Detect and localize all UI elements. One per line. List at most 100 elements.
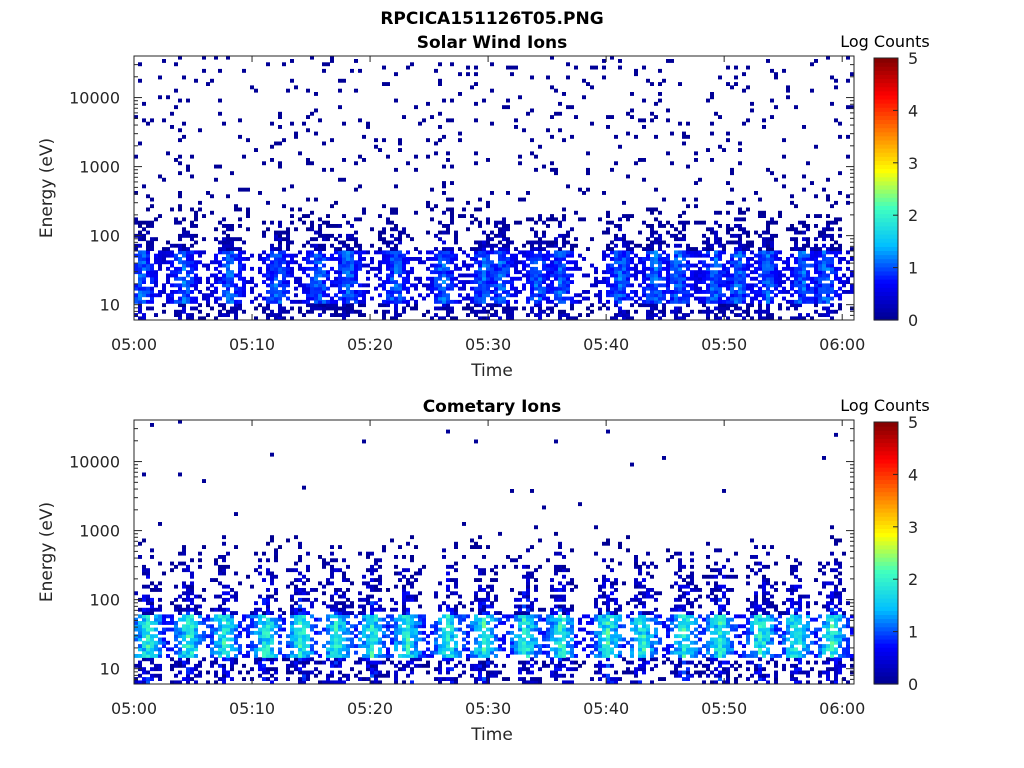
heatmap-cell (674, 293, 678, 298)
heatmap-cell (778, 290, 782, 294)
heatmap-cell (474, 240, 478, 245)
heatmap-cell (286, 296, 290, 301)
heatmap-cell (314, 253, 318, 258)
heatmap-cell (778, 273, 782, 278)
heatmap-cell (450, 210, 454, 215)
heatmap-cell (146, 260, 150, 265)
heatmap-cell (218, 164, 222, 169)
heatmap-cell (622, 266, 626, 271)
heatmap-cell (414, 647, 418, 652)
heatmap-cell (426, 634, 430, 639)
heatmap-cell (714, 263, 718, 268)
heatmap-cell (186, 564, 190, 569)
heatmap-cell (494, 263, 498, 268)
heatmap-cell (682, 316, 686, 321)
heatmap-cell (350, 303, 354, 308)
heatmap-cell (626, 250, 630, 255)
heatmap-cell (354, 634, 358, 639)
heatmap-cell (222, 617, 226, 622)
heatmap-cell (442, 98, 446, 103)
heatmap-cell (814, 260, 818, 265)
heatmap-cell (646, 283, 650, 288)
heatmap-cell (798, 266, 802, 271)
heatmap-cell (714, 280, 718, 284)
heatmap-cell (198, 260, 202, 265)
heatmap-cell (306, 597, 310, 602)
heatmap-cell (650, 316, 654, 321)
heatmap-cell (414, 578, 418, 582)
heatmap-cell (346, 257, 350, 261)
heatmap-cell (402, 584, 406, 589)
heatmap-cell (766, 266, 770, 271)
heatmap-cell (622, 290, 626, 294)
heatmap-cell (526, 313, 530, 317)
heatmap-cell (742, 286, 746, 291)
heatmap-cell (134, 283, 138, 288)
heatmap-cell (326, 581, 330, 586)
heatmap-cell (306, 660, 310, 665)
heatmap-cell (658, 98, 662, 103)
heatmap-cell (334, 303, 338, 308)
heatmap-cell (290, 59, 294, 63)
heatmap-cell (838, 280, 842, 284)
heatmap-cell (194, 306, 198, 311)
heatmap-cell (350, 283, 354, 288)
heatmap-cell (378, 293, 382, 298)
heatmap-cell (170, 207, 174, 212)
heatmap-cell (342, 591, 346, 596)
heatmap-cell (150, 581, 154, 586)
heatmap-cell (466, 273, 470, 278)
heatmap-cell (830, 263, 834, 268)
heatmap-cell (378, 237, 382, 242)
heatmap-cell (330, 167, 334, 172)
heatmap-cell (790, 237, 794, 242)
heatmap-cell (222, 650, 226, 655)
heatmap-cell (258, 660, 262, 665)
heatmap-cell (538, 316, 542, 321)
heatmap-cell (742, 230, 746, 235)
heatmap-cell (378, 564, 382, 569)
heatmap-cell (242, 627, 246, 632)
heatmap-cell (410, 237, 414, 242)
heatmap-cell (278, 299, 282, 304)
heatmap-cell (338, 594, 342, 599)
heatmap-cell (534, 233, 538, 238)
heatmap-cell (362, 677, 366, 681)
heatmap-cell (378, 604, 382, 609)
heatmap-cell (162, 614, 166, 619)
heatmap-cell (298, 604, 302, 609)
heatmap-cell (774, 177, 778, 182)
heatmap-cell (538, 257, 542, 261)
heatmap-cell (402, 667, 406, 672)
heatmap-cell (738, 253, 742, 258)
heatmap-cell (222, 677, 226, 681)
heatmap-cell (190, 237, 194, 242)
heatmap-cell (154, 588, 158, 592)
heatmap-cell (738, 224, 742, 228)
heatmap-cell (306, 637, 310, 642)
heatmap-cell (618, 217, 622, 222)
heatmap-cell (386, 650, 390, 655)
heatmap-cell (314, 276, 318, 281)
heatmap-cell (294, 85, 298, 90)
heatmap-cell (270, 250, 274, 255)
heatmap-cell (782, 273, 786, 278)
heatmap-cell (634, 68, 638, 73)
heatmap-cell (570, 280, 574, 284)
heatmap-cell (166, 240, 170, 245)
heatmap-cell (706, 266, 710, 271)
heatmap-cell (266, 667, 270, 672)
heatmap-cell (350, 257, 354, 261)
heatmap-cell (786, 85, 790, 90)
heatmap-cell (182, 634, 186, 639)
heatmap-cell (386, 627, 390, 632)
heatmap-cell (478, 263, 482, 268)
heatmap-cell (294, 280, 298, 284)
heatmap-cell (202, 630, 206, 635)
heatmap-cell (310, 250, 314, 255)
heatmap-cell (758, 303, 762, 308)
heatmap-cell (758, 316, 762, 321)
colorbar-segment (874, 279, 898, 284)
heatmap-cell (238, 650, 242, 655)
heatmap-cell (298, 591, 302, 596)
